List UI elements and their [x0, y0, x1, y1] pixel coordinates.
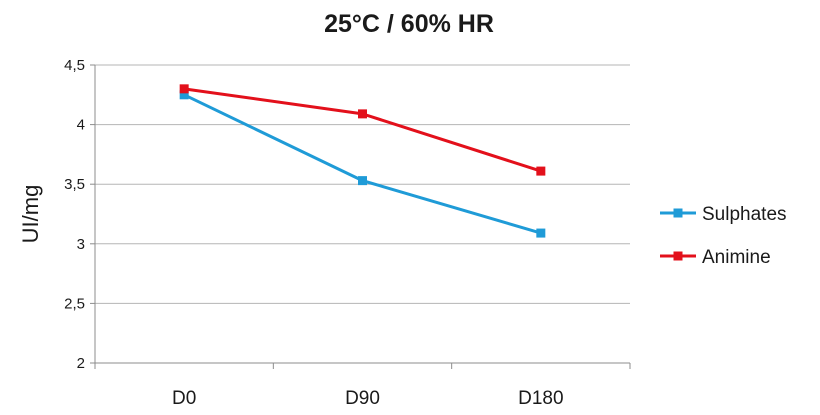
- legend: Sulphates Animine: [660, 204, 787, 268]
- y-tick-label: 4: [77, 117, 85, 134]
- x-tick-labels: D0 D90 D180: [172, 388, 564, 409]
- y-axis-label: UI/mg: [18, 185, 43, 244]
- data-point-sulphates: [536, 228, 546, 238]
- x-tick-label: D0: [172, 388, 196, 409]
- y-tick-label: 3: [77, 236, 85, 253]
- data-point-sulphates: [358, 176, 367, 186]
- data-point-animine: [358, 109, 367, 119]
- y-tick-labels: 2 2,5 3 3,5 4 4,5: [64, 57, 85, 372]
- legend-label-sulphates: Sulphates: [702, 204, 787, 225]
- y-tick-label: 3,5: [64, 176, 85, 193]
- legend-marker-animine: [673, 251, 683, 261]
- data-point-sulphates: [179, 90, 189, 100]
- legend-label-animine: Animine: [702, 247, 771, 268]
- data-point-animine: [179, 84, 189, 94]
- data-point-animine: [536, 166, 546, 176]
- y-tick-label: 4,5: [64, 57, 85, 74]
- chart-title: 25°C / 60% HR: [324, 10, 494, 38]
- x-tick-label: D90: [345, 388, 380, 409]
- series-lines: [179, 84, 546, 238]
- series-line-animine: [183, 87, 542, 173]
- legend-marker-sulphates: [673, 208, 683, 218]
- x-tick-label: D180: [518, 388, 563, 409]
- axes: [90, 64, 631, 369]
- y-tick-label: 2,5: [64, 295, 85, 312]
- y-tick-label: 2: [77, 355, 85, 372]
